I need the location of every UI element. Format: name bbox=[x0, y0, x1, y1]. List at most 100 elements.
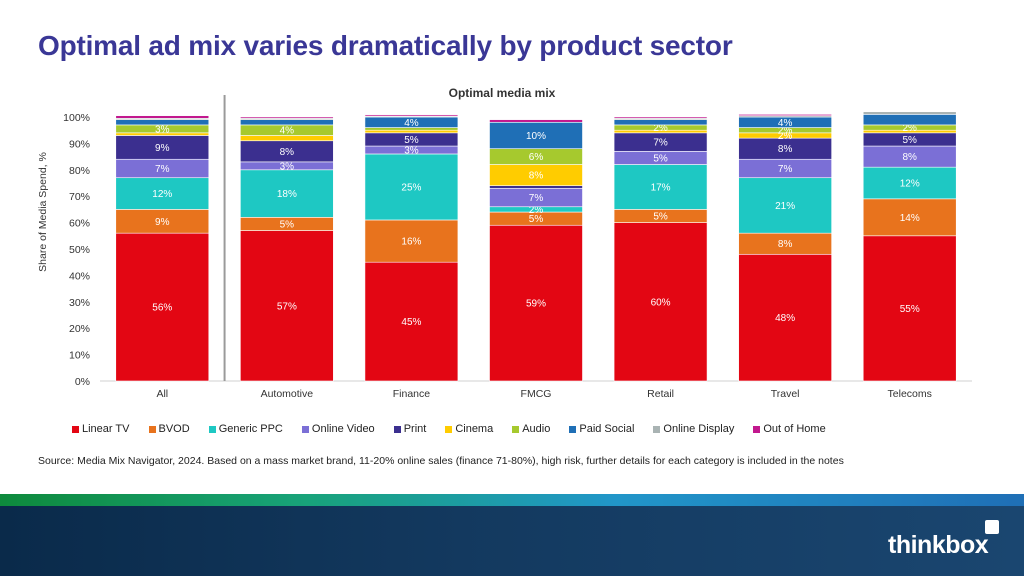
legend-item: Audio bbox=[512, 423, 550, 435]
footer-band bbox=[0, 494, 1024, 576]
data-label: 3% bbox=[404, 146, 419, 157]
legend-label: Generic PPC bbox=[218, 423, 283, 435]
chart-legend: Linear TV BVOD Generic PPC Online Video Prin… bbox=[72, 423, 845, 435]
bar-segment bbox=[364, 114, 459, 117]
bar-segment bbox=[115, 177, 210, 210]
data-label: 7% bbox=[529, 193, 544, 204]
data-label: 25% bbox=[401, 182, 421, 193]
y-tick-label: 90% bbox=[69, 138, 90, 150]
y-tick-label: 60% bbox=[69, 218, 90, 230]
footer-accent-line bbox=[0, 494, 1024, 506]
y-tick-label: 80% bbox=[69, 165, 90, 177]
legend-label: Cinema bbox=[455, 423, 494, 435]
legend-label: Online Display bbox=[663, 423, 735, 435]
y-tick-label: 10% bbox=[69, 350, 90, 362]
data-label: 8% bbox=[529, 171, 544, 182]
legend-swatch bbox=[445, 425, 453, 433]
legend-swatch bbox=[208, 425, 216, 433]
legend-label: Online Video bbox=[311, 423, 375, 435]
data-label: 5% bbox=[404, 135, 419, 146]
data-label: 7% bbox=[155, 164, 170, 175]
legend-swatch bbox=[301, 425, 309, 433]
data-label: 45% bbox=[401, 317, 421, 328]
y-tick-label: 20% bbox=[69, 323, 90, 335]
data-label: 14% bbox=[900, 213, 920, 224]
data-label: 57% bbox=[277, 301, 297, 312]
legend-item: Out of Home bbox=[753, 423, 826, 435]
data-label: 2% bbox=[778, 131, 793, 142]
data-label: 6% bbox=[529, 152, 544, 163]
legend-label: Audio bbox=[522, 423, 551, 435]
y-axis-label: Share of Media Spend, % bbox=[37, 152, 49, 272]
data-label: 8% bbox=[902, 152, 917, 163]
y-tick-label: 70% bbox=[69, 191, 90, 203]
data-label: 55% bbox=[900, 304, 920, 315]
stacked-bar-chart: Optimal media mix Share of Media Spend, %… bbox=[37, 86, 972, 400]
legend-swatch bbox=[569, 425, 577, 433]
bar-segment bbox=[489, 185, 583, 189]
legend-swatch bbox=[148, 425, 156, 433]
y-tick-label: 40% bbox=[69, 270, 90, 282]
thinkbox-logo: thinkbox bbox=[888, 531, 989, 559]
source-note: Source: Media Mix Navigator, 2024. Based… bbox=[38, 455, 844, 467]
bar-segment bbox=[489, 121, 583, 149]
x-tick-label: All bbox=[156, 388, 168, 400]
data-label: 16% bbox=[401, 237, 421, 248]
data-label: 18% bbox=[277, 189, 297, 200]
data-label: 7% bbox=[778, 164, 793, 175]
y-tick-label: 0% bbox=[75, 376, 90, 388]
bar-segment bbox=[862, 111, 957, 115]
bar-segment bbox=[364, 153, 459, 221]
data-label: 5% bbox=[529, 214, 544, 225]
y-tick-label: 30% bbox=[69, 297, 90, 309]
legend-item: Online Display bbox=[653, 423, 734, 435]
data-label: 8% bbox=[280, 147, 295, 158]
data-label: 21% bbox=[775, 201, 795, 212]
data-label: 9% bbox=[155, 143, 170, 154]
data-label: 3% bbox=[280, 161, 295, 172]
data-label: 8% bbox=[778, 144, 793, 155]
bar-segment bbox=[613, 164, 708, 210]
x-tick-label: Retail bbox=[647, 388, 674, 400]
legend-item: Linear TV bbox=[72, 423, 130, 435]
bar-segment bbox=[364, 129, 459, 134]
bar-segment bbox=[862, 166, 957, 200]
data-label: 4% bbox=[778, 118, 793, 129]
legend-swatch bbox=[753, 425, 761, 433]
y-tick-label: 100% bbox=[63, 112, 90, 124]
bar-segment bbox=[115, 232, 210, 382]
data-label: 60% bbox=[651, 297, 671, 308]
page-title: Optimal ad mix varies dramatically by pr… bbox=[38, 30, 733, 61]
data-label: 4% bbox=[280, 126, 295, 137]
x-tick-label: FMCG bbox=[521, 388, 552, 400]
bar-segment bbox=[613, 119, 708, 126]
data-label: 3% bbox=[155, 124, 170, 135]
data-label: 2% bbox=[778, 126, 793, 137]
bar-segment bbox=[613, 222, 708, 382]
bar-segment bbox=[862, 114, 957, 126]
legend-label: Print bbox=[403, 423, 427, 435]
logo-square-icon bbox=[985, 520, 999, 534]
data-label: 4% bbox=[404, 118, 419, 129]
data-label: 5% bbox=[653, 212, 668, 223]
data-label: 2% bbox=[653, 123, 668, 134]
data-label: 8% bbox=[778, 239, 793, 250]
data-label: 17% bbox=[651, 182, 671, 193]
legend-swatch bbox=[653, 425, 661, 433]
bar-segment bbox=[738, 114, 832, 116]
bar-segment bbox=[364, 261, 459, 382]
x-tick-label: Telecoms bbox=[888, 388, 932, 400]
data-label: 5% bbox=[902, 135, 917, 146]
data-label: 12% bbox=[900, 179, 920, 190]
data-label: 59% bbox=[526, 299, 546, 310]
data-label: 5% bbox=[280, 219, 295, 230]
bar-segment bbox=[240, 119, 334, 126]
legend-item: Generic PPC bbox=[208, 423, 283, 435]
legend-swatch bbox=[72, 425, 79, 433]
legend-item: Cinema bbox=[445, 423, 493, 435]
legend-swatch bbox=[393, 425, 401, 433]
bar-segment bbox=[738, 177, 832, 234]
legend-label: Paid Social bbox=[579, 423, 635, 435]
data-label: 2% bbox=[902, 123, 917, 134]
legend-item: Online Video bbox=[301, 423, 375, 435]
